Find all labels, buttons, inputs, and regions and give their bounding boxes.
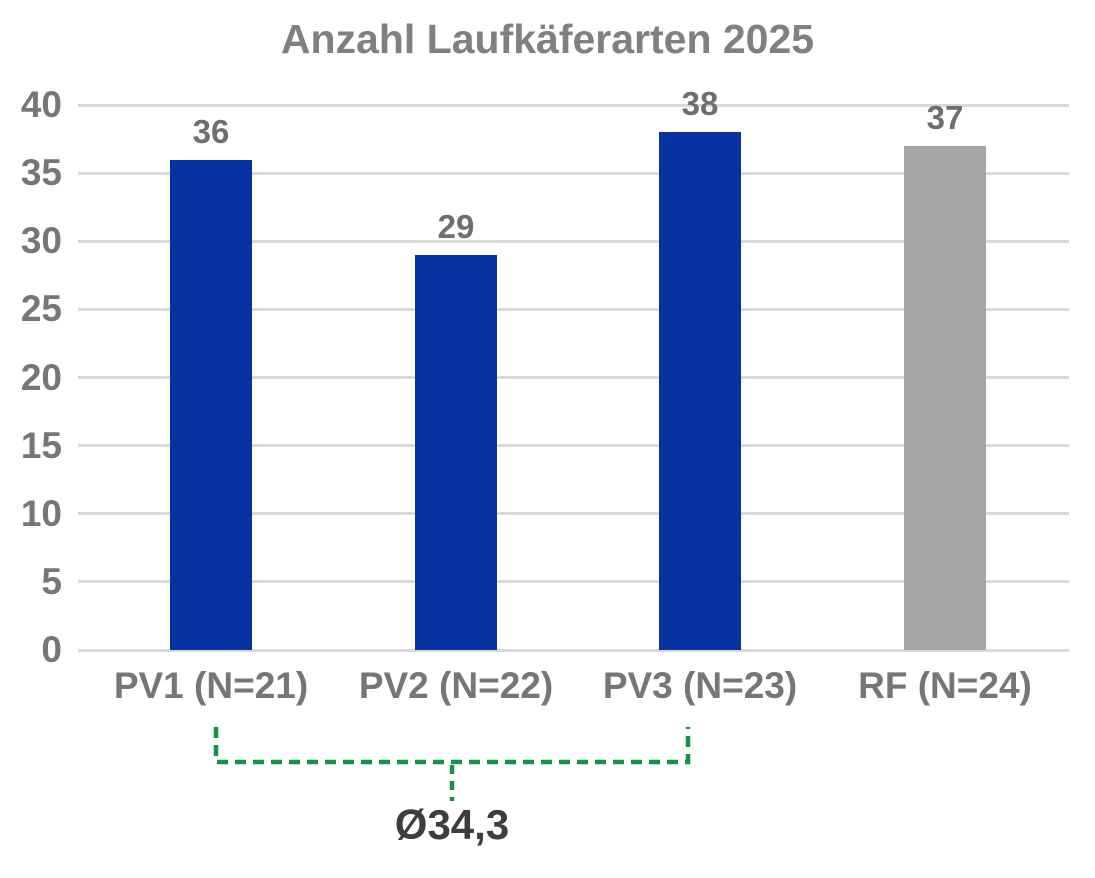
gridline xyxy=(78,376,1069,379)
bar-pv3 xyxy=(659,132,741,650)
gridline xyxy=(78,648,1069,652)
gridline xyxy=(78,171,1069,175)
bar-rf xyxy=(904,145,986,650)
y-tick-label: 30 xyxy=(20,220,62,262)
chart-title: Anzahl Laufkäferarten 2025 xyxy=(280,16,815,62)
y-tick-label: 0 xyxy=(41,629,62,670)
gridline xyxy=(78,239,1069,243)
gridline xyxy=(78,444,1069,448)
y-tick-label: 20 xyxy=(20,356,62,398)
gridline xyxy=(78,103,1069,107)
x-label-pv1: PV1 (N=21) xyxy=(113,665,309,706)
x-label-rf: RF (N=24) xyxy=(858,665,1032,706)
bar-pv2 xyxy=(415,254,497,650)
bar-value-label-pv2: 29 xyxy=(437,207,475,245)
y-tick-label: 15 xyxy=(20,424,62,466)
y-tick-label: 40 xyxy=(20,84,62,125)
bar-value-label-pv3: 38 xyxy=(681,85,719,123)
y-tick-label: 25 xyxy=(20,288,62,330)
bar-pv1 xyxy=(170,159,252,650)
gridline xyxy=(78,580,1069,584)
average-value-label: Ø34,3 xyxy=(394,801,510,848)
y-tick-label: 10 xyxy=(20,492,62,534)
gridline xyxy=(78,512,1069,516)
bar-value-label-rf: 37 xyxy=(926,98,964,136)
bracket-dashed-line xyxy=(213,727,691,765)
gridline xyxy=(78,307,1069,311)
x-label-pv3: PV3 (N=23) xyxy=(602,665,798,706)
bar-value-label-pv1: 36 xyxy=(192,112,230,150)
y-tick-label: 5 xyxy=(41,560,62,602)
x-label-pv2: PV2 (N=22) xyxy=(358,665,554,706)
y-tick-label: 35 xyxy=(20,152,62,194)
